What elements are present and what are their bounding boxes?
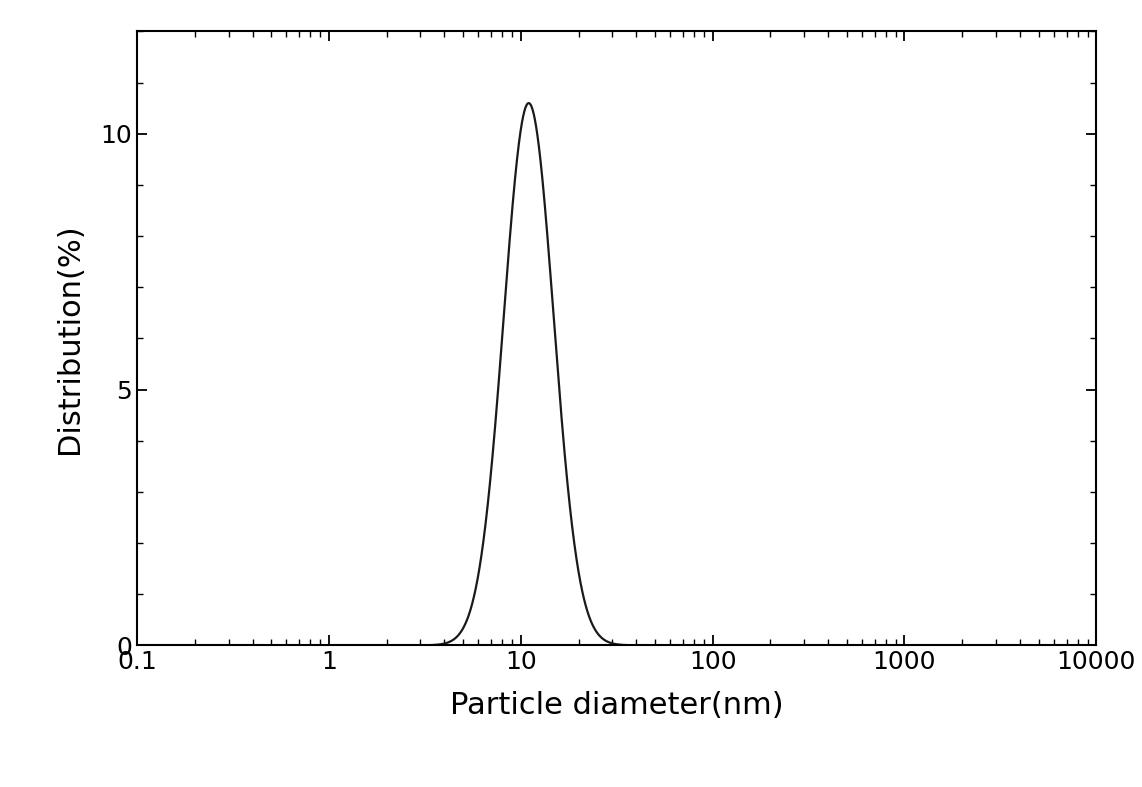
X-axis label: Particle diameter(nm): Particle diameter(nm) (450, 691, 783, 720)
Y-axis label: Distribution(%): Distribution(%) (55, 223, 83, 454)
